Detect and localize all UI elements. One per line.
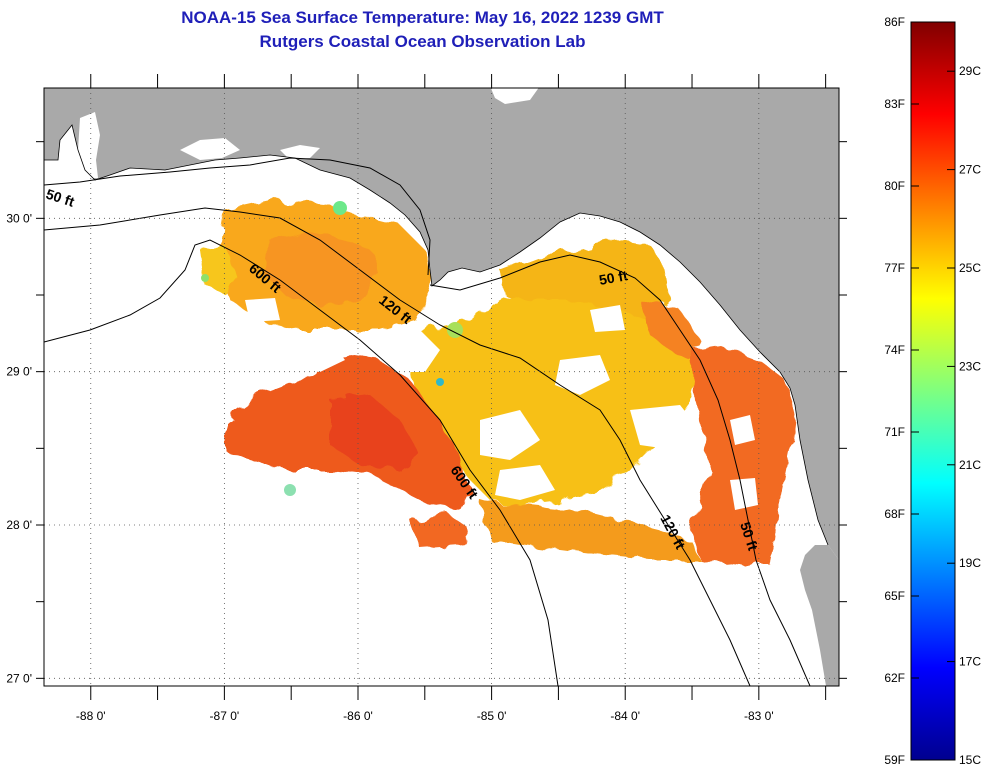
contour-600ft — [44, 239, 559, 686]
colorbar-label-f: 68F — [884, 507, 905, 521]
x-tick-label: -88 0' — [76, 709, 106, 723]
map-title: NOAA-15 Sea Surface Temperature: May 16,… — [181, 8, 664, 27]
coastline — [44, 124, 829, 546]
cool-speck — [284, 484, 296, 496]
colorbar-label-c: 27C — [959, 163, 981, 177]
colorbar-label-c: 15C — [959, 753, 981, 767]
pensacola-bay — [180, 138, 240, 160]
y-tick-label: 27 0' — [6, 671, 32, 685]
axis-ticks — [36, 74, 847, 700]
colorbar-label-c: 29C — [959, 64, 981, 78]
map-subtitle: Rutgers Coastal Ocean Observation Lab — [259, 32, 586, 51]
sst-patch-warm-east — [690, 345, 795, 565]
contour-50ft-east — [429, 254, 811, 686]
x-tick-label: -83 0' — [744, 709, 774, 723]
sst-patch-far-west — [200, 245, 235, 295]
colorbar-label-c: 21C — [959, 458, 981, 472]
land-florida-peninsula — [800, 545, 839, 686]
cool-speck — [436, 378, 444, 386]
sst-patch-east-coast — [640, 300, 700, 360]
bathymetry-contours — [44, 157, 811, 686]
colorbar-label-c: 19C — [959, 556, 981, 570]
cool-speck — [333, 201, 347, 215]
sst-patch-south — [480, 500, 700, 560]
map-frame — [43, 87, 840, 687]
sst-patch-west-inner — [265, 232, 380, 305]
cloud-gaps — [245, 298, 758, 510]
colorbar-label-f: 77F — [884, 261, 905, 275]
sst-field — [200, 200, 795, 565]
y-tick-label: 29 0' — [6, 365, 32, 379]
colorbar-label-f: 86F — [884, 15, 905, 29]
colorbar-labels: 86F 83F 80F 77F 74F 71F 68F 65F 62F 59F 29C 27C 25C 2… — [884, 15, 981, 767]
colorbar-label-f: 62F — [884, 671, 905, 685]
colorbar-label-f: 65F — [884, 589, 905, 603]
x-tick-label: -86 0' — [343, 709, 373, 723]
apalachee-bay-inlet — [490, 88, 539, 104]
choctaw-bay — [280, 145, 320, 160]
colorbar-label-f: 74F — [884, 343, 905, 357]
colorbar-label-f: 83F — [884, 97, 905, 111]
colorbar-label-c: 23C — [959, 359, 981, 373]
colorbar-label-c: 25C — [959, 261, 981, 275]
sst-patch-bigbend — [500, 240, 670, 320]
y-tick-label: 28 0' — [6, 518, 32, 532]
colorbar-label-f: 80F — [884, 179, 905, 193]
cool-speck — [201, 274, 209, 282]
sst-patch-hot-spot — [330, 395, 420, 470]
colorbar-ticks — [911, 21, 955, 761]
colorbar-label-f: 71F — [884, 425, 905, 439]
x-tick-label: -84 0' — [610, 709, 640, 723]
x-tick-label: -85 0' — [477, 709, 507, 723]
colorbar-label-f: 59F — [884, 753, 905, 767]
colorbar — [910, 21, 956, 761]
y-tick-label: 30 0' — [6, 211, 32, 225]
land-panhandle — [44, 88, 839, 560]
x-tick-label: -87 0' — [210, 709, 240, 723]
contour-50ft-west — [44, 157, 431, 276]
colorbar-label-c: 17C — [959, 655, 981, 669]
axis-tick-labels: -88 0' -87 0' -86 0' -85 0' -84 0' -83 0' 30 0… — [6, 211, 773, 723]
mobile-bay — [78, 112, 100, 178]
sst-patch-southwest — [410, 515, 470, 548]
contour-120ft — [44, 207, 751, 686]
contour-label: 50 ft — [598, 267, 629, 288]
